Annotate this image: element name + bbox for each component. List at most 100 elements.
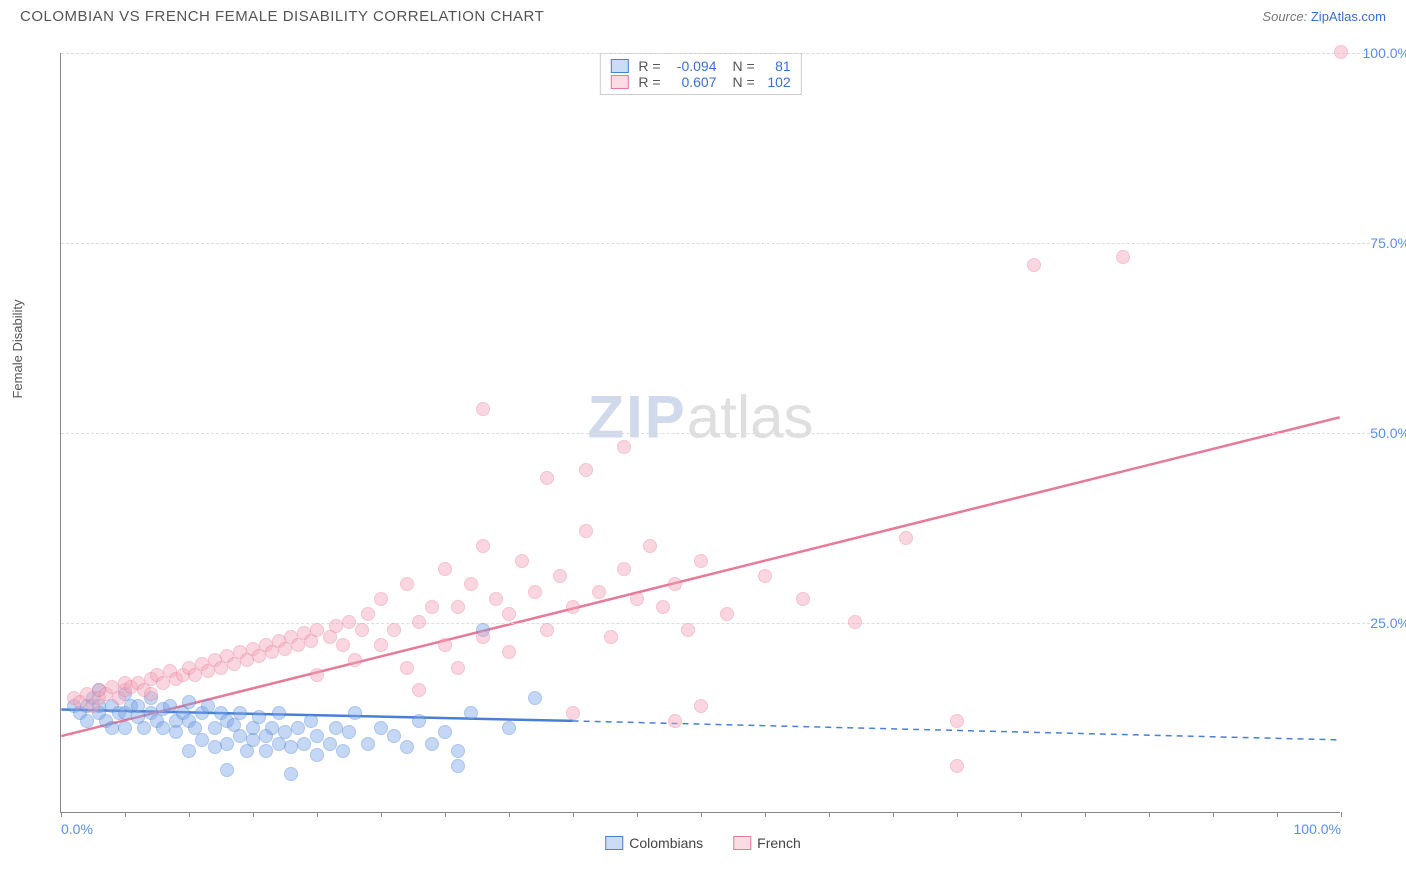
data-point	[438, 562, 452, 576]
data-point	[310, 623, 324, 637]
data-point	[1116, 250, 1130, 264]
data-point	[233, 729, 247, 743]
x-tick-label: 0.0%	[61, 821, 93, 837]
x-tick	[893, 812, 894, 817]
data-point	[310, 668, 324, 682]
data-point	[656, 600, 670, 614]
x-tick	[1021, 812, 1022, 817]
data-point	[304, 714, 318, 728]
y-tick-label: 50.0%	[1370, 425, 1406, 441]
data-point	[502, 645, 516, 659]
data-point	[400, 577, 414, 591]
data-point	[342, 615, 356, 629]
x-tick	[701, 812, 702, 817]
data-point	[604, 630, 618, 644]
data-point	[252, 710, 266, 724]
data-point	[387, 623, 401, 637]
data-point	[502, 607, 516, 621]
data-point	[297, 737, 311, 751]
data-point	[476, 630, 490, 644]
data-point	[540, 623, 554, 637]
data-point	[451, 600, 465, 614]
chart-container: Female Disability ZIPatlas R =-0.094N =8…	[20, 33, 1386, 863]
legend-label: Colombians	[629, 835, 703, 851]
data-point	[579, 524, 593, 538]
n-label: N =	[733, 58, 755, 74]
x-tick	[573, 812, 574, 817]
gridline	[61, 243, 1370, 244]
data-point	[617, 440, 631, 454]
data-point	[502, 721, 516, 735]
series-legend: Colombians French	[605, 835, 801, 851]
chart-title: COLOMBIAN VS FRENCH FEMALE DISABILITY CO…	[20, 8, 544, 25]
data-point	[412, 683, 426, 697]
x-tick	[765, 812, 766, 817]
data-point	[476, 539, 490, 553]
gridline	[61, 433, 1370, 434]
data-point	[329, 721, 343, 735]
data-point	[336, 638, 350, 652]
data-point	[336, 744, 350, 758]
data-point	[374, 638, 388, 652]
legend-swatch	[733, 836, 751, 850]
data-point	[291, 721, 305, 735]
data-point	[323, 737, 337, 751]
y-axis-label: Female Disability	[10, 300, 25, 399]
y-tick-label: 75.0%	[1370, 235, 1406, 251]
data-point	[374, 721, 388, 735]
data-point	[758, 569, 772, 583]
data-point	[464, 577, 478, 591]
data-point	[118, 721, 132, 735]
r-label: R =	[638, 74, 660, 90]
plot-area: ZIPatlas R =-0.094N =81R =0.607N =102 25…	[60, 53, 1340, 813]
data-point	[374, 592, 388, 606]
x-tick	[957, 812, 958, 817]
data-point	[355, 623, 369, 637]
data-point	[681, 623, 695, 637]
data-point	[259, 744, 273, 758]
data-point	[643, 539, 657, 553]
source-label: Source:	[1262, 9, 1307, 24]
data-point	[451, 744, 465, 758]
data-point	[208, 721, 222, 735]
data-point	[694, 554, 708, 568]
x-tick	[189, 812, 190, 817]
legend-swatch	[605, 836, 623, 850]
data-point	[412, 615, 426, 629]
data-point	[720, 607, 734, 621]
source-attribution: Source: ZipAtlas.com	[1262, 9, 1386, 24]
n-value: 102	[761, 74, 791, 90]
data-point	[310, 748, 324, 762]
data-point	[412, 714, 426, 728]
source-link[interactable]: ZipAtlas.com	[1311, 9, 1386, 24]
correlation-legend: R =-0.094N =81R =0.607N =102	[599, 53, 801, 95]
x-tick	[445, 812, 446, 817]
x-tick	[637, 812, 638, 817]
data-point	[220, 737, 234, 751]
data-point	[438, 638, 452, 652]
data-point	[566, 600, 580, 614]
data-point	[144, 687, 158, 701]
x-tick	[1085, 812, 1086, 817]
data-point	[540, 471, 554, 485]
data-point	[387, 729, 401, 743]
legend-swatch	[610, 75, 628, 89]
data-point	[464, 706, 478, 720]
y-tick-label: 25.0%	[1370, 615, 1406, 631]
data-point	[201, 699, 215, 713]
data-point	[425, 600, 439, 614]
n-label: N =	[733, 74, 755, 90]
data-point	[950, 759, 964, 773]
data-point	[233, 706, 247, 720]
x-tick	[61, 812, 62, 817]
data-point	[476, 402, 490, 416]
legend-label: French	[757, 835, 801, 851]
data-point	[220, 763, 234, 777]
data-point	[630, 592, 644, 606]
x-tick	[829, 812, 830, 817]
data-point	[1334, 45, 1348, 59]
data-point	[489, 592, 503, 606]
data-point	[310, 729, 324, 743]
data-point	[694, 699, 708, 713]
data-point	[361, 737, 375, 751]
